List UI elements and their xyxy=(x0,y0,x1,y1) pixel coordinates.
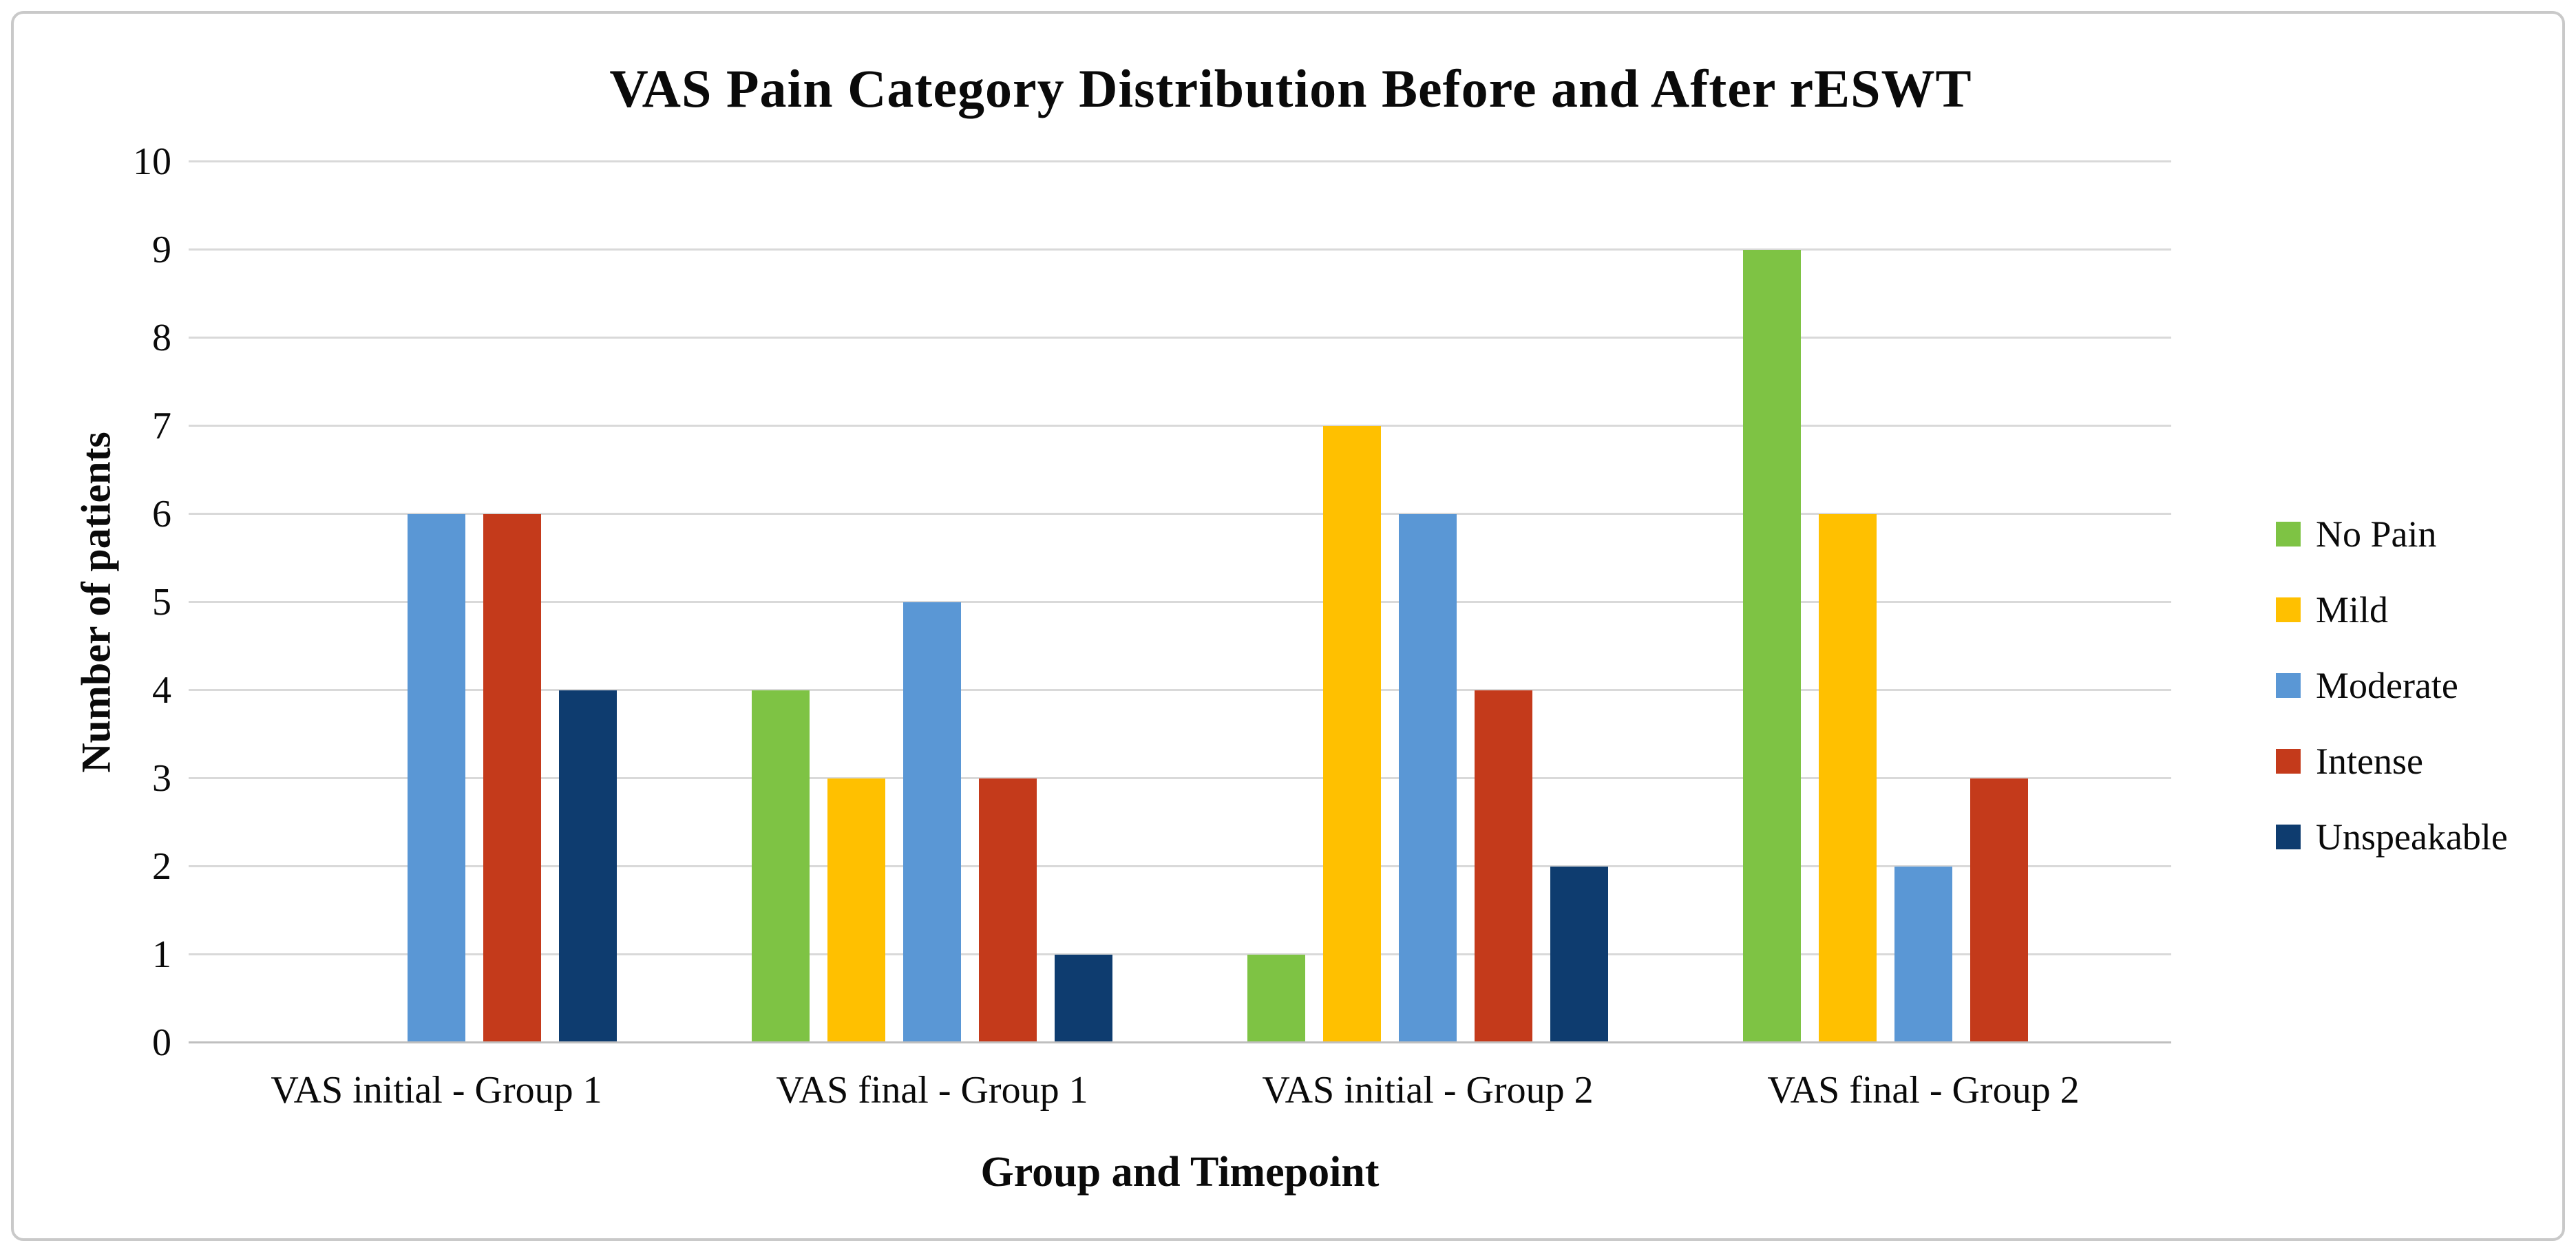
bar-moderate-group-4 xyxy=(1894,867,1952,1043)
bar-intense-group-3 xyxy=(1475,690,1532,1043)
gridline-y3 xyxy=(189,777,2171,779)
bar-unspeakable-group-2 xyxy=(1055,955,1112,1043)
legend-item-moderate: Moderate xyxy=(2276,665,2508,706)
chart-legend: No Pain Mild Moderate Intense Unspeakable xyxy=(2276,513,2508,858)
bar-unspeakable-group-1 xyxy=(559,690,617,1043)
x-category-label-3: VAS initial - Group 2 xyxy=(1262,1069,1594,1112)
bar-unspeakable-group-3 xyxy=(1550,867,1608,1043)
gridline-y5 xyxy=(189,601,2171,603)
legend-swatch-icon xyxy=(2276,597,2301,622)
gridline-y10 xyxy=(189,160,2171,162)
bar-group-4 xyxy=(1676,162,2171,1043)
bar-moderate-group-1 xyxy=(408,514,465,1043)
x-axis-title: Group and Timepoint xyxy=(980,1149,1380,1196)
bar-moderate-group-2 xyxy=(903,602,961,1043)
gridline-y7 xyxy=(189,425,2171,427)
legend-label: Intense xyxy=(2316,741,2423,782)
y-tick-label-5: 5 xyxy=(152,581,171,624)
bar-group-1 xyxy=(189,162,684,1043)
legend-item-intense: Intense xyxy=(2276,741,2508,782)
legend-swatch-icon xyxy=(2276,673,2301,698)
bar-mild-group-3 xyxy=(1323,426,1381,1043)
x-category-label-2: VAS final - Group 1 xyxy=(776,1069,1088,1112)
legend-item-unspeakable: Unspeakable xyxy=(2276,816,2508,858)
y-tick-label-3: 3 xyxy=(152,757,171,800)
chart-title: VAS Pain Category Distribution Before an… xyxy=(609,59,1972,118)
y-tick-label-7: 7 xyxy=(152,405,171,447)
gridline-y4 xyxy=(189,689,2171,691)
legend-swatch-icon xyxy=(2276,825,2301,849)
bar-mild-group-4 xyxy=(1819,514,1877,1043)
legend-item-no-pain: No Pain xyxy=(2276,513,2508,555)
bar-mild-group-2 xyxy=(827,778,885,1043)
bar-group-3 xyxy=(1180,162,1676,1043)
x-axis-labels: VAS initial - Group 1 VAS final - Group 1… xyxy=(189,1068,2171,1116)
gridline-y2 xyxy=(189,865,2171,867)
y-tick-label-9: 9 xyxy=(152,229,171,271)
legend-label: Mild xyxy=(2316,589,2389,630)
bar-no-pain-group-3 xyxy=(1247,955,1305,1043)
legend-item-mild: Mild xyxy=(2276,589,2508,630)
bar-intense-group-2 xyxy=(979,778,1037,1043)
legend-swatch-icon xyxy=(2276,522,2301,547)
gridline-y9 xyxy=(189,248,2171,251)
y-tick-label-4: 4 xyxy=(152,669,171,712)
figure-frame: VAS Pain Category Distribution Before an… xyxy=(11,11,2565,1241)
plot-area: 0 1 2 3 4 5 6 7 8 9 10 xyxy=(133,142,2171,1062)
x-category-label-4: VAS final - Group 2 xyxy=(1767,1069,2080,1112)
bar-no-pain-group-2 xyxy=(752,690,810,1043)
x-axis-line xyxy=(189,1041,2171,1043)
legend-label: Unspeakable xyxy=(2316,816,2508,858)
y-tick-label-8: 8 xyxy=(152,317,171,359)
gridline-y8 xyxy=(189,337,2171,339)
legend-label: Moderate xyxy=(2316,665,2458,706)
y-tick-label-2: 2 xyxy=(152,845,171,888)
legend-swatch-icon xyxy=(2276,749,2301,774)
y-tick-label-0: 0 xyxy=(152,1021,171,1064)
y-tick-label-1: 1 xyxy=(152,933,171,976)
bar-no-pain-group-4 xyxy=(1743,250,1801,1043)
x-category-label-1: VAS initial - Group 1 xyxy=(271,1069,602,1112)
gridline-y6 xyxy=(189,513,2171,515)
bar-moderate-group-3 xyxy=(1399,514,1457,1043)
bar-intense-group-4 xyxy=(1970,778,2028,1043)
bar-group-2 xyxy=(684,162,1180,1043)
y-tick-label-6: 6 xyxy=(152,493,171,535)
y-tick-label-10: 10 xyxy=(133,140,171,183)
bar-intense-group-1 xyxy=(483,514,541,1043)
legend-label: No Pain xyxy=(2316,513,2437,555)
gridline-y1 xyxy=(189,953,2171,955)
